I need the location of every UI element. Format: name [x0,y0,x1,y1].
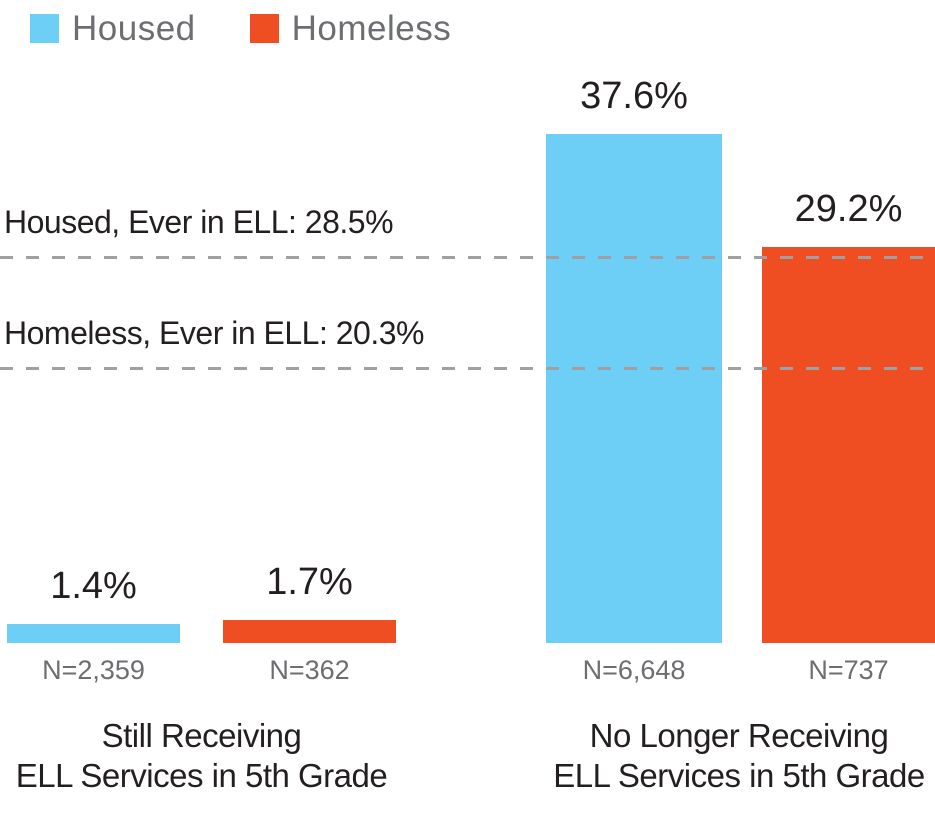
bar-homeless-no-longer-receiving [762,247,935,643]
legend-label-housed: Housed [72,9,196,48]
legend-item-housed: Housed [30,11,196,46]
bar-value-label-housed-nolonger: 37.6% [580,75,688,117]
sample-size-label-housed-still: N=2,359 [42,655,145,685]
reference-line-housed-ever-ell [0,256,935,259]
legend-swatch-housed-icon [30,14,59,43]
sample-size-label-housed-nolonger: N=6,648 [582,655,686,685]
category-label-line: Still Receiving [101,717,302,754]
bar-housed-still-receiving [7,624,180,643]
category-label-line: ELL Services in 5th Grade [15,757,388,794]
reference-label-housed-ever-ell: Housed, Ever in ELL: 28.5% [4,204,394,240]
bar-value-label-homeless-still: 1.7% [266,561,353,603]
reference-line-homeless-ever-ell [0,367,935,370]
legend-item-homeless: Homeless [249,9,452,48]
bar-homeless-still-receiving [223,620,396,643]
reference-label-homeless-ever-ell: Homeless, Ever in ELL: 20.3% [4,315,424,351]
sample-size-label-homeless-nolonger: N=737 [808,655,889,685]
category-label-line: No Longer Receiving [589,717,889,754]
category-label-no-longer-receiving: No Longer Receiving ELL Services in 5th … [543,716,935,796]
legend-label-homeless: Homeless [291,9,452,48]
bar-value-label-housed-still: 1.4% [50,565,137,607]
category-label-still-receiving: Still Receiving ELL Services in 5th Grad… [0,716,403,796]
legend-swatch-homeless-icon [249,14,279,43]
category-label-line: ELL Services in 5th Grade [553,757,925,794]
bar-housed-no-longer-receiving [546,134,722,643]
sample-size-label-homeless-still: N=362 [269,655,350,685]
bar-value-label-homeless-nolonger: 29.2% [794,188,903,230]
chart-legend: Housed Homeless [30,11,451,46]
